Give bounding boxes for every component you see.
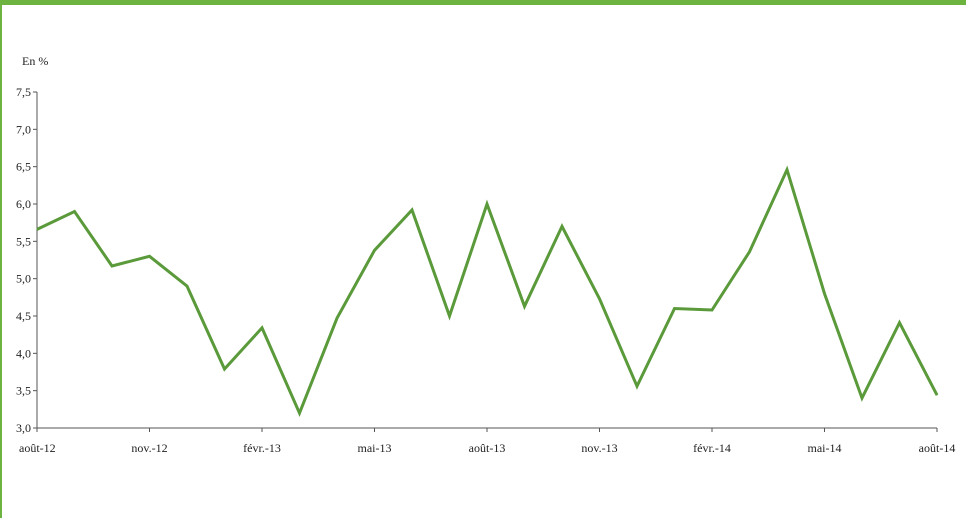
x-tick-label: août-14: [919, 441, 956, 455]
series-group: [36, 165, 939, 417]
data-point: [599, 298, 600, 300]
y-tick-label: 6,0: [16, 197, 31, 211]
data-point: [299, 412, 300, 414]
data-point: [861, 397, 863, 399]
series-line: [36, 165, 939, 417]
x-tick-label: nov.-13: [581, 441, 617, 455]
x-tick-label: févr.-14: [693, 441, 731, 455]
data-point: [561, 225, 563, 227]
data-point: [261, 327, 263, 329]
y-tick-label: 4,0: [16, 346, 31, 360]
y-tick-label: 3,0: [16, 421, 31, 435]
y-tick-label: 7,0: [16, 122, 31, 136]
x-tick-label: nov.-12: [131, 441, 167, 455]
data-point: [111, 265, 113, 267]
y-tick-label: 3,5: [16, 384, 31, 398]
data-point: [449, 315, 450, 317]
y-tick-label: 4,5: [16, 309, 31, 323]
data-point: [636, 385, 638, 387]
data-point: [374, 249, 375, 251]
data-point: [336, 317, 338, 319]
x-tick-label: mai-14: [808, 441, 842, 455]
x-axis-ticks: août-12 nov.-12 févr.-13 mai-13 août-13 nov.-…: [19, 428, 955, 455]
data-point: [486, 203, 488, 205]
y-tick-label: 7,5: [16, 85, 31, 99]
data-point: [786, 169, 788, 171]
y-tick-label: 6,5: [16, 160, 31, 174]
data-point: [674, 308, 675, 310]
data-point: [749, 251, 750, 253]
y-tick-label: 5,5: [16, 234, 31, 248]
data-point: [899, 322, 900, 324]
y-tick-label: 5,0: [16, 272, 31, 286]
data-point: [711, 309, 713, 311]
y-axis-unit-label: En %: [22, 54, 48, 68]
data-point: [411, 209, 413, 211]
data-point: [186, 285, 188, 287]
chart-axes: [36, 92, 937, 429]
x-tick-label: août-13: [469, 441, 506, 455]
x-tick-label: août-12: [19, 441, 56, 455]
data-point: [824, 293, 825, 295]
data-point: [936, 394, 938, 396]
x-tick-label: mai-13: [358, 441, 392, 455]
data-point: [524, 305, 525, 307]
data-point: [149, 255, 150, 257]
data-point: [224, 368, 225, 370]
data-point: [74, 210, 75, 212]
data-point: [36, 228, 38, 230]
x-tick-label: févr.-13: [243, 441, 281, 455]
y-axis-ticks: 3,0 3,5 4,0 4,5 5,0 5,5 6,0 6,5 7,0 7,5: [16, 85, 37, 435]
